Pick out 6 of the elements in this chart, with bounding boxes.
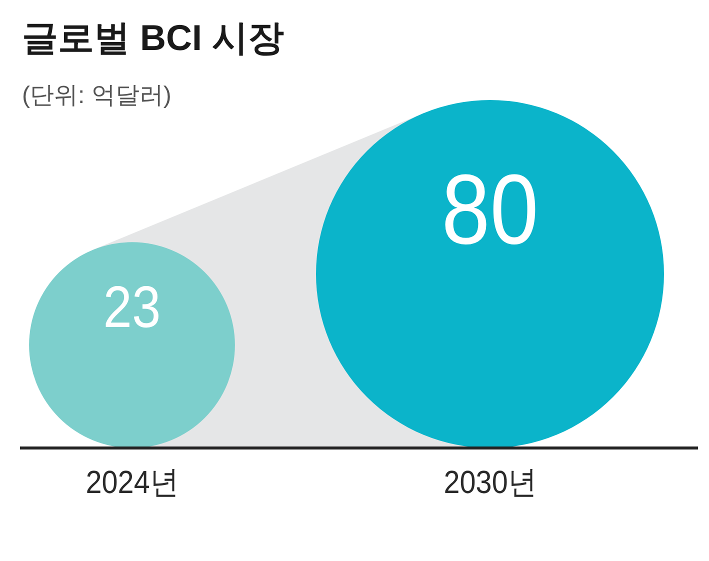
- chart-title: 글로벌 BCI 시장: [22, 17, 284, 58]
- chart-subtitle: (단위: 억달러): [22, 82, 172, 109]
- x-tick-label: 2024년: [86, 464, 178, 500]
- x-tick-label: 2030년: [444, 464, 536, 500]
- data-label: 23: [103, 274, 161, 340]
- data-label: 80: [441, 153, 539, 265]
